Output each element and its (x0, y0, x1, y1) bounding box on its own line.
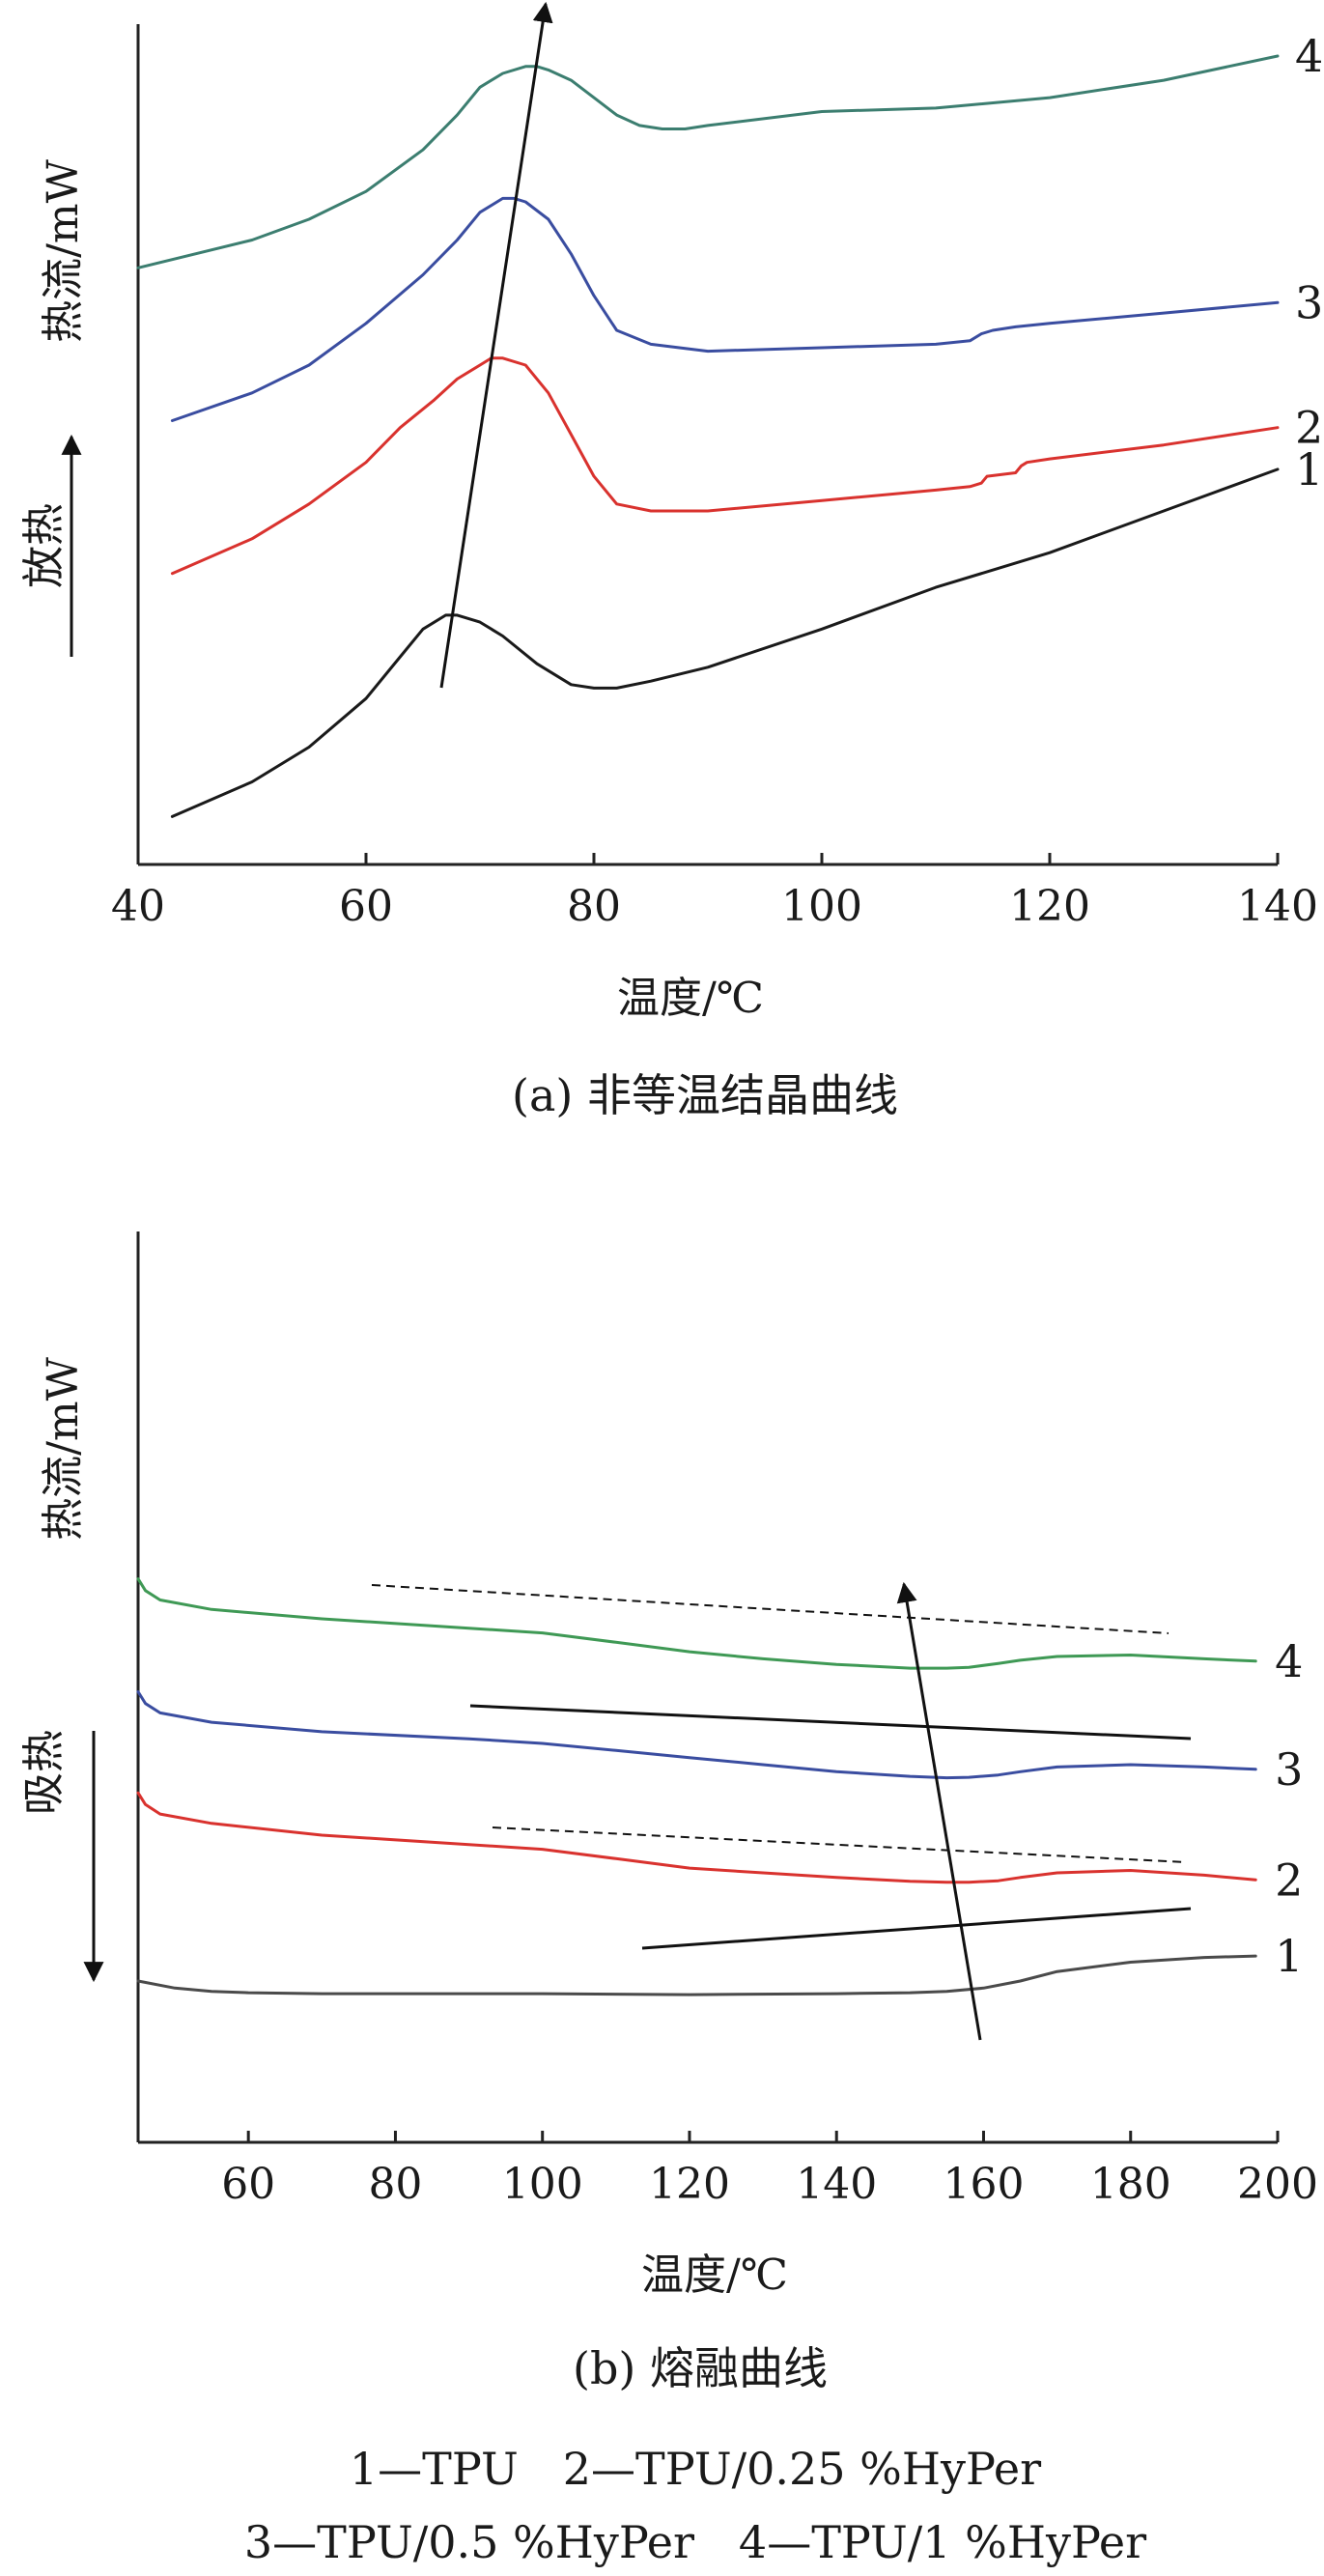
panel-b-x-tick-label-180: 180 (1090, 2160, 1171, 2209)
panel-b-curve-3 (136, 1690, 1257, 1780)
panel-b-x-tick-label-100: 100 (502, 2160, 583, 2209)
panel-a-x-tick-label-40: 40 (111, 882, 165, 931)
panel-b-series-label-1: 1 (1275, 1930, 1303, 1982)
panel-a-curve-3 (170, 196, 1280, 422)
panel-a-trend-arrow (439, 1, 553, 689)
panel-b-curve-2 (136, 1791, 1257, 1884)
panel-a-x-tick-label-60: 60 (339, 882, 393, 931)
panel-b-x-tick-label-160: 160 (943, 2160, 1024, 2209)
panel-b-series-label-4: 4 (1275, 1635, 1303, 1687)
panel-a-y-axis-label: 热流/mW (39, 158, 88, 343)
panel-b-axes (136, 1231, 1278, 2144)
panel-a-x-tick-label-80: 80 (567, 882, 621, 931)
panel-b-x-axis-label: 温度/℃ (641, 2250, 788, 2300)
baseline-3 (469, 1704, 1192, 1741)
panel-b-x-tick-label-200: 200 (1237, 2160, 1318, 2209)
panel-a-chart: 40 60 80 100 120 140 12 3 4 热流/mW 放热 温度/℃ (a) 非… (19, 1, 1323, 1121)
panel-a-series-label-2: 2 (1295, 402, 1323, 454)
panel-a-series-label-4: 4 (1295, 30, 1323, 82)
legend-line-1: 1—TPU 2—TPU/0.25 %HyPer (350, 2443, 1041, 2495)
panel-b-curve-4 (136, 1577, 1257, 1670)
legend-line-2: 3—TPU/0.5 %HyPer 4—TPU/1 %HyPer (244, 2516, 1146, 2568)
panel-b-curves: 1 2 3 4 (136, 1577, 1303, 1996)
panel-a-curve-2 (170, 356, 1280, 576)
series-legend: 1—TPU 2—TPU/0.25 %HyPer 3—TPU/0.5 %HyPer… (244, 2443, 1146, 2568)
panel-b-x-tick-label-120: 120 (649, 2160, 730, 2209)
panel-a-x-tick-label-120: 120 (1009, 882, 1090, 931)
panel-b-curve-1 (136, 1954, 1257, 1996)
panel-a-axes (136, 24, 1278, 866)
panel-a-exotherm-indicator: 放热 (19, 434, 82, 657)
panel-b-series-label-3: 3 (1275, 1743, 1303, 1796)
panel-b-chart: 60 80 100 120 140 160 180 200 1 2 3 4 热流/mW 吸热 温度/… (19, 1231, 1318, 2394)
panel-b-x-tick-label-60: 60 (221, 2160, 275, 2209)
panel-b-baselines (371, 1584, 1192, 1950)
panel-b-ticks: 60 80 100 120 140 160 180 200 (221, 2131, 1318, 2209)
panel-b-trend-arrow (896, 1581, 982, 2041)
panel-a-x-axis-label: 温度/℃ (617, 974, 764, 1023)
panel-a-caption: (a) 非等温结晶曲线 (512, 1069, 898, 1121)
panel-b-y-axis-label: 热流/mW (39, 1356, 88, 1541)
panel-a-ticks: 40 60 80 100 120 140 (111, 853, 1318, 931)
panel-b-x-tick-label-80: 80 (368, 2160, 422, 2209)
panel-a-x-tick-label-100: 100 (781, 882, 862, 931)
panel-b-x-tick-label-140: 140 (796, 2160, 877, 2209)
baseline-4 (371, 1584, 1169, 1634)
panel-a-exotherm-label: 放热 (19, 503, 69, 588)
panel-a-series-label-3: 3 (1295, 276, 1323, 328)
panel-a-x-tick-label-140: 140 (1237, 882, 1318, 931)
panel-a-curve-4 (136, 54, 1280, 269)
panel-a-curve-1 (170, 467, 1280, 818)
baseline-1 (641, 1907, 1192, 1950)
panel-b-series-label-2: 2 (1275, 1854, 1303, 1906)
panel-a-curves: 12 3 4 (136, 30, 1323, 818)
panel-b-endotherm-indicator: 吸热 (19, 1730, 104, 1983)
panel-b-endotherm-label: 吸热 (19, 1730, 69, 1815)
panel-a-series-label-1: 1 (1295, 443, 1323, 495)
panel-b-caption: (b) 熔融曲线 (573, 2342, 828, 2394)
